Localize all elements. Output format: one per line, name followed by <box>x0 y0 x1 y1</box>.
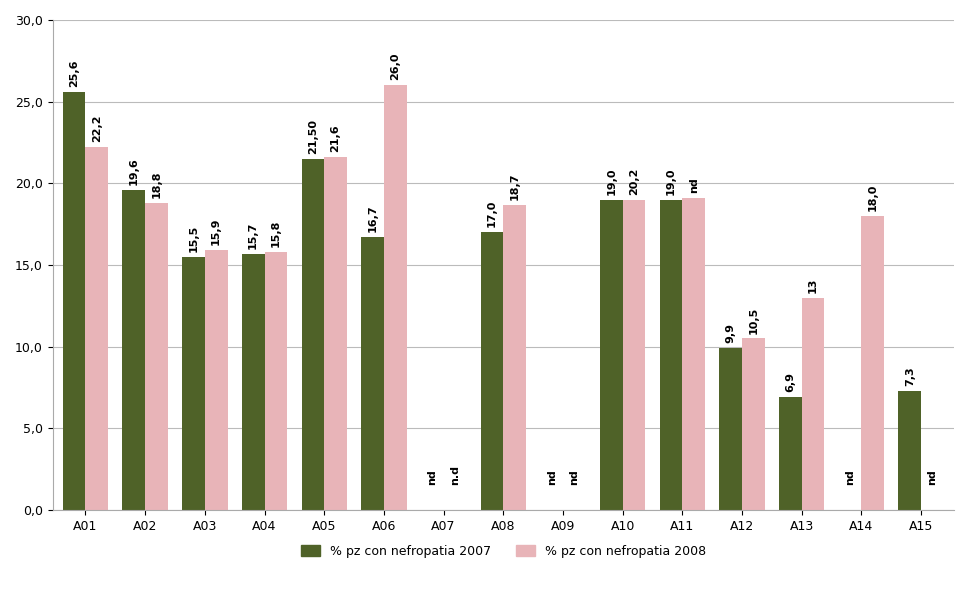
Bar <box>742 338 765 510</box>
Bar <box>361 237 384 510</box>
Bar <box>623 200 645 510</box>
Text: 21,6: 21,6 <box>330 125 340 152</box>
Bar <box>301 159 325 510</box>
Text: nd: nd <box>689 177 699 193</box>
Bar <box>182 257 204 510</box>
Bar <box>719 348 742 510</box>
Text: nd: nd <box>547 470 556 485</box>
Legend: % pz con nefropatia 2007, % pz con nefropatia 2008: % pz con nefropatia 2007, % pz con nefro… <box>296 540 710 562</box>
Bar <box>85 147 109 510</box>
Text: 19,0: 19,0 <box>666 167 676 195</box>
Bar <box>145 203 168 510</box>
Bar <box>779 397 801 510</box>
Bar <box>63 92 85 510</box>
Text: 16,7: 16,7 <box>367 204 378 233</box>
Bar <box>265 252 287 510</box>
Text: 15,7: 15,7 <box>248 222 258 248</box>
Text: 19,6: 19,6 <box>129 157 139 185</box>
Bar <box>503 204 526 510</box>
Bar <box>204 250 228 510</box>
Text: nd: nd <box>927 470 938 485</box>
Text: 18,7: 18,7 <box>510 172 519 200</box>
Bar <box>682 198 705 510</box>
Text: 17,0: 17,0 <box>487 200 497 228</box>
Text: 25,6: 25,6 <box>69 59 79 87</box>
Text: 22,2: 22,2 <box>92 115 102 143</box>
Text: 19,0: 19,0 <box>607 167 616 195</box>
Bar <box>898 390 922 510</box>
Text: 18,8: 18,8 <box>151 171 162 198</box>
Text: 20,2: 20,2 <box>629 168 639 195</box>
Text: n.d: n.d <box>450 466 460 485</box>
Bar <box>384 85 407 510</box>
Text: nd: nd <box>427 470 437 485</box>
Bar <box>801 297 825 510</box>
Bar <box>600 200 623 510</box>
Bar <box>242 253 265 510</box>
Text: nd: nd <box>845 470 855 485</box>
Bar <box>481 233 503 510</box>
Text: 10,5: 10,5 <box>748 307 759 334</box>
Text: nd: nd <box>570 470 579 485</box>
Bar <box>861 216 884 510</box>
Bar <box>122 190 145 510</box>
Text: 15,9: 15,9 <box>211 218 221 245</box>
Text: 18,0: 18,0 <box>868 184 878 211</box>
Text: 15,8: 15,8 <box>271 220 281 247</box>
Bar <box>325 157 347 510</box>
Text: 21,50: 21,50 <box>308 119 318 154</box>
Bar <box>660 200 682 510</box>
Text: 13: 13 <box>808 277 818 293</box>
Text: 6,9: 6,9 <box>786 372 796 392</box>
Text: 26,0: 26,0 <box>391 53 400 80</box>
Text: 7,3: 7,3 <box>905 366 915 386</box>
Text: 15,5: 15,5 <box>189 225 199 252</box>
Text: 9,9: 9,9 <box>726 323 735 343</box>
